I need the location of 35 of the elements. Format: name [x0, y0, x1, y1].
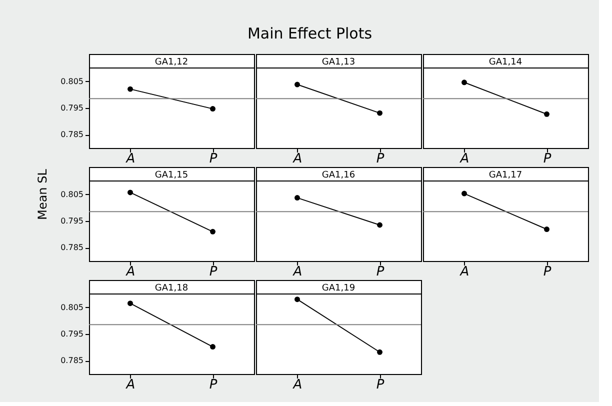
y-tick-label: 0.805 [60, 190, 84, 199]
x-tick-label: P [376, 378, 384, 392]
chart-title: GA1,17 [488, 170, 522, 180]
x-tick-label: P [543, 152, 552, 166]
chart-title: GA1,19 [322, 284, 356, 294]
y-tick-label: 0.785 [60, 356, 84, 366]
y-tick-label: 0.795 [60, 330, 84, 338]
chart-title: GA1,14 [488, 58, 522, 68]
x-tick-label: P [543, 264, 552, 280]
x-tick-label: A [125, 378, 136, 392]
y-tick-label: 0.805 [60, 302, 84, 312]
x-tick-label: A [459, 264, 470, 280]
chart-title: GA1,15 [154, 170, 188, 180]
y-tick-label: 0.805 [60, 76, 84, 86]
x-tick-label: A [459, 152, 470, 166]
x-tick-label: P [376, 152, 384, 166]
chart-title: GA1,18 [154, 284, 188, 294]
x-tick-label: P [376, 264, 384, 280]
x-tick-label: A [292, 152, 302, 166]
chart-title: GA1,13 [322, 58, 356, 68]
x-tick-label: P [209, 264, 218, 280]
chart-title: GA1,12 [154, 58, 188, 68]
y-axis-title: Mean SL [36, 168, 50, 220]
x-tick-label: A [292, 378, 302, 392]
x-tick-label: A [125, 264, 136, 280]
y-tick-label: 0.785 [60, 243, 84, 252]
y-tick-label: 0.795 [60, 104, 84, 112]
y-tick-label: 0.785 [60, 130, 84, 140]
text: Main Effect Plots [247, 24, 372, 42]
chart-title: GA1,16 [322, 170, 356, 180]
x-tick-label: A [125, 152, 136, 166]
x-tick-label: A [292, 264, 302, 280]
y-tick-label: 0.795 [60, 216, 84, 226]
x-tick-label: P [209, 378, 218, 392]
x-tick-label: P [209, 152, 218, 166]
